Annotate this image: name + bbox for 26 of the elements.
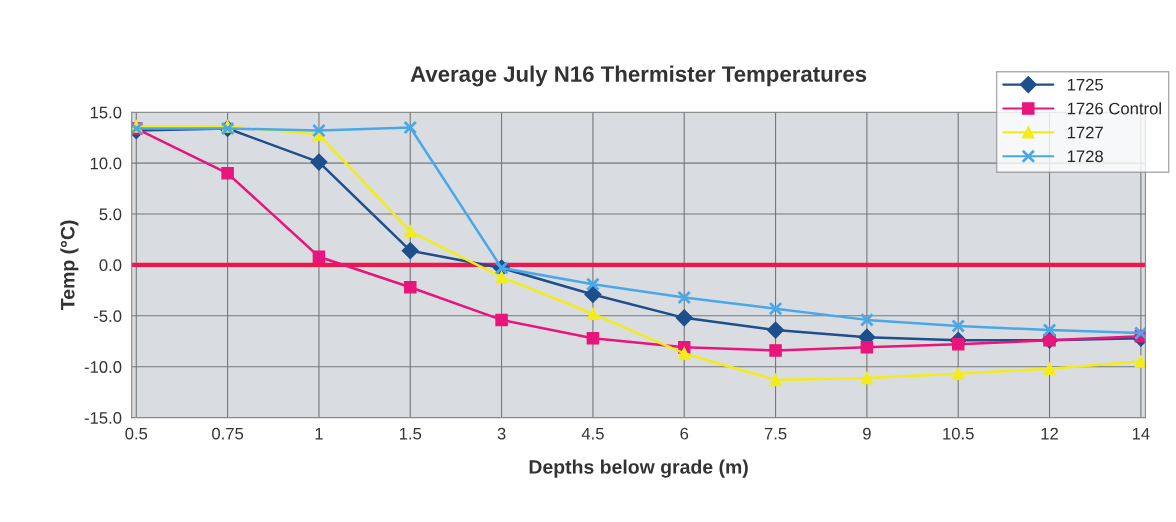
legend-label: 1728 xyxy=(1067,150,1103,163)
y-axis-title: Temp (°C) xyxy=(60,220,79,310)
legend-label: 1727 xyxy=(1067,126,1103,139)
x-tick-label: 7.5 xyxy=(764,427,787,440)
x-tick-label: 0.5 xyxy=(125,427,148,440)
legend-label: 1725 xyxy=(1067,78,1104,91)
x-tick-label: 6 xyxy=(680,427,689,440)
x-tick-label: 12 xyxy=(1041,427,1058,440)
x-tick-label: 14 xyxy=(1132,427,1150,440)
x-tick-label: 0.75 xyxy=(212,427,244,440)
y-tick-label: -10.0 xyxy=(84,361,122,373)
y-tick-label: 15.0 xyxy=(90,106,122,119)
x-tick-label: 1 xyxy=(315,427,323,440)
x-tick-label: 1.5 xyxy=(399,427,422,440)
y-tick-label: 10.0 xyxy=(90,157,122,170)
x-tick-label: 3 xyxy=(497,427,506,440)
legend-label: 1726 Control xyxy=(1067,102,1161,115)
x-axis-title: Depths below grade (m) xyxy=(529,459,748,478)
y-tick-label: -15.0 xyxy=(84,412,122,424)
chart-title: Average July N16 Thermister Temperatures xyxy=(410,65,867,87)
x-tick-label: 10.5 xyxy=(943,427,974,440)
y-tick-label: 5.0 xyxy=(99,208,122,221)
y-tick-label: -5.0 xyxy=(94,310,122,323)
x-tick-label: 9 xyxy=(863,427,871,440)
x-tick-label: 4.5 xyxy=(581,427,604,440)
y-tick-label: 0.0 xyxy=(99,259,122,272)
